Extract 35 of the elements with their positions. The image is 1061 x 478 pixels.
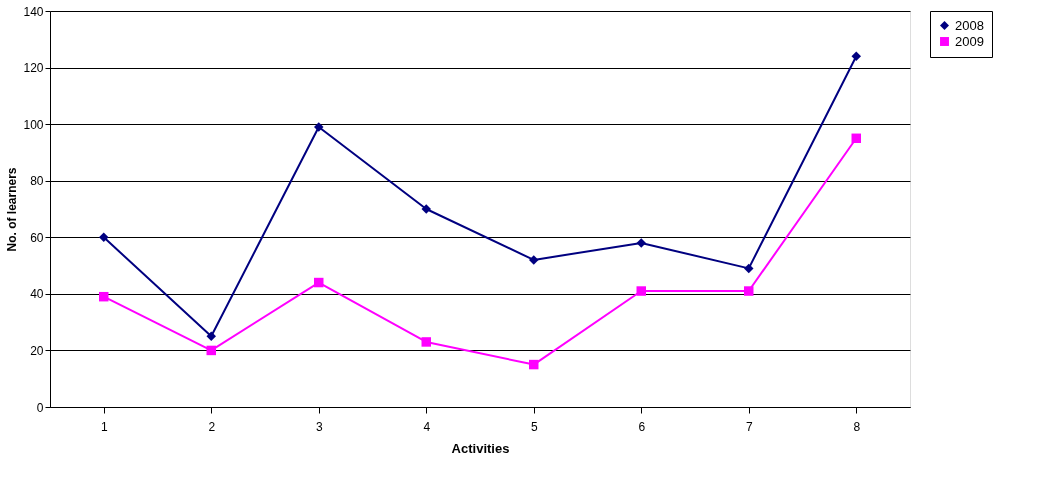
x-tick-label: 3 (315, 419, 323, 434)
x-tick-label: 7 (745, 419, 753, 434)
x-tick-label: 1 (100, 419, 108, 434)
point (314, 277, 324, 288)
x-axis-title: Activities (451, 440, 510, 456)
point (206, 331, 216, 342)
y-tick-label: 80 (30, 174, 44, 189)
y-tick-label: 120 (23, 61, 44, 76)
point (529, 359, 539, 370)
point (636, 238, 646, 248)
point (99, 291, 109, 302)
point (206, 345, 216, 356)
x-tick-label: 8 (853, 419, 861, 434)
point (744, 286, 754, 296)
x-tick-label: 5 (530, 419, 538, 434)
point (99, 232, 109, 243)
point (314, 122, 324, 132)
x-tick-label: 6 (638, 419, 646, 434)
x-tick-label: 2 (208, 419, 216, 434)
point (744, 263, 754, 274)
point (421, 337, 431, 347)
point (529, 255, 539, 265)
y-tick-label: 20 (30, 343, 44, 358)
point (851, 133, 861, 144)
y-tick-label: 100 (23, 117, 44, 132)
point (636, 286, 646, 296)
legend-label: 2009 (955, 33, 984, 49)
y-tick-label: 0 (36, 400, 44, 415)
y-axis-title: No. of learners (5, 167, 20, 252)
y-tick-label: 60 (30, 230, 44, 245)
y-tick-label: 40 (30, 287, 44, 302)
legend-label: 2008 (955, 17, 984, 33)
x-tick-label: 4 (423, 419, 431, 434)
y-tick-label: 140 (23, 4, 44, 19)
point (851, 51, 861, 61)
